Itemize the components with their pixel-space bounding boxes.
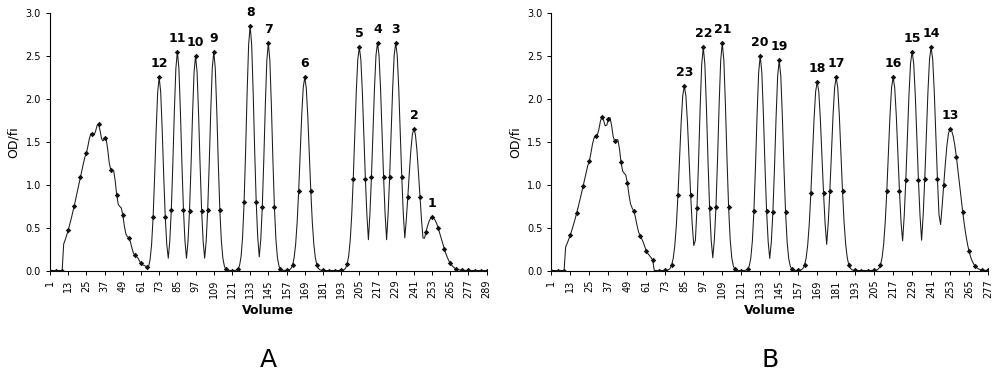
Text: 7: 7 [264, 23, 273, 36]
Y-axis label: OD/fi: OD/fi [508, 126, 521, 158]
Text: 8: 8 [246, 6, 254, 19]
Text: 12: 12 [150, 58, 168, 71]
Text: 20: 20 [751, 36, 769, 49]
Text: 14: 14 [922, 27, 940, 40]
X-axis label: Volume: Volume [744, 304, 796, 317]
Text: 6: 6 [300, 58, 309, 71]
Text: 22: 22 [695, 27, 712, 40]
Text: 17: 17 [827, 58, 845, 71]
Text: 16: 16 [884, 58, 902, 71]
Text: 2: 2 [410, 109, 418, 122]
Text: 13: 13 [941, 109, 959, 122]
Text: 21: 21 [714, 23, 731, 36]
Text: A: A [260, 348, 277, 372]
Text: 3: 3 [391, 23, 400, 36]
Text: 10: 10 [187, 36, 204, 49]
Text: 1: 1 [428, 198, 436, 211]
Text: B: B [761, 348, 778, 372]
Text: 11: 11 [169, 32, 186, 45]
Text: 9: 9 [209, 32, 218, 45]
Text: 18: 18 [809, 62, 826, 75]
Text: 4: 4 [373, 23, 382, 36]
Text: 15: 15 [903, 32, 921, 45]
Text: 19: 19 [771, 40, 788, 53]
Text: 5: 5 [355, 27, 364, 40]
Y-axis label: OD/fi: OD/fi [7, 126, 20, 158]
X-axis label: Volume: Volume [242, 304, 294, 317]
Text: 23: 23 [676, 66, 693, 79]
